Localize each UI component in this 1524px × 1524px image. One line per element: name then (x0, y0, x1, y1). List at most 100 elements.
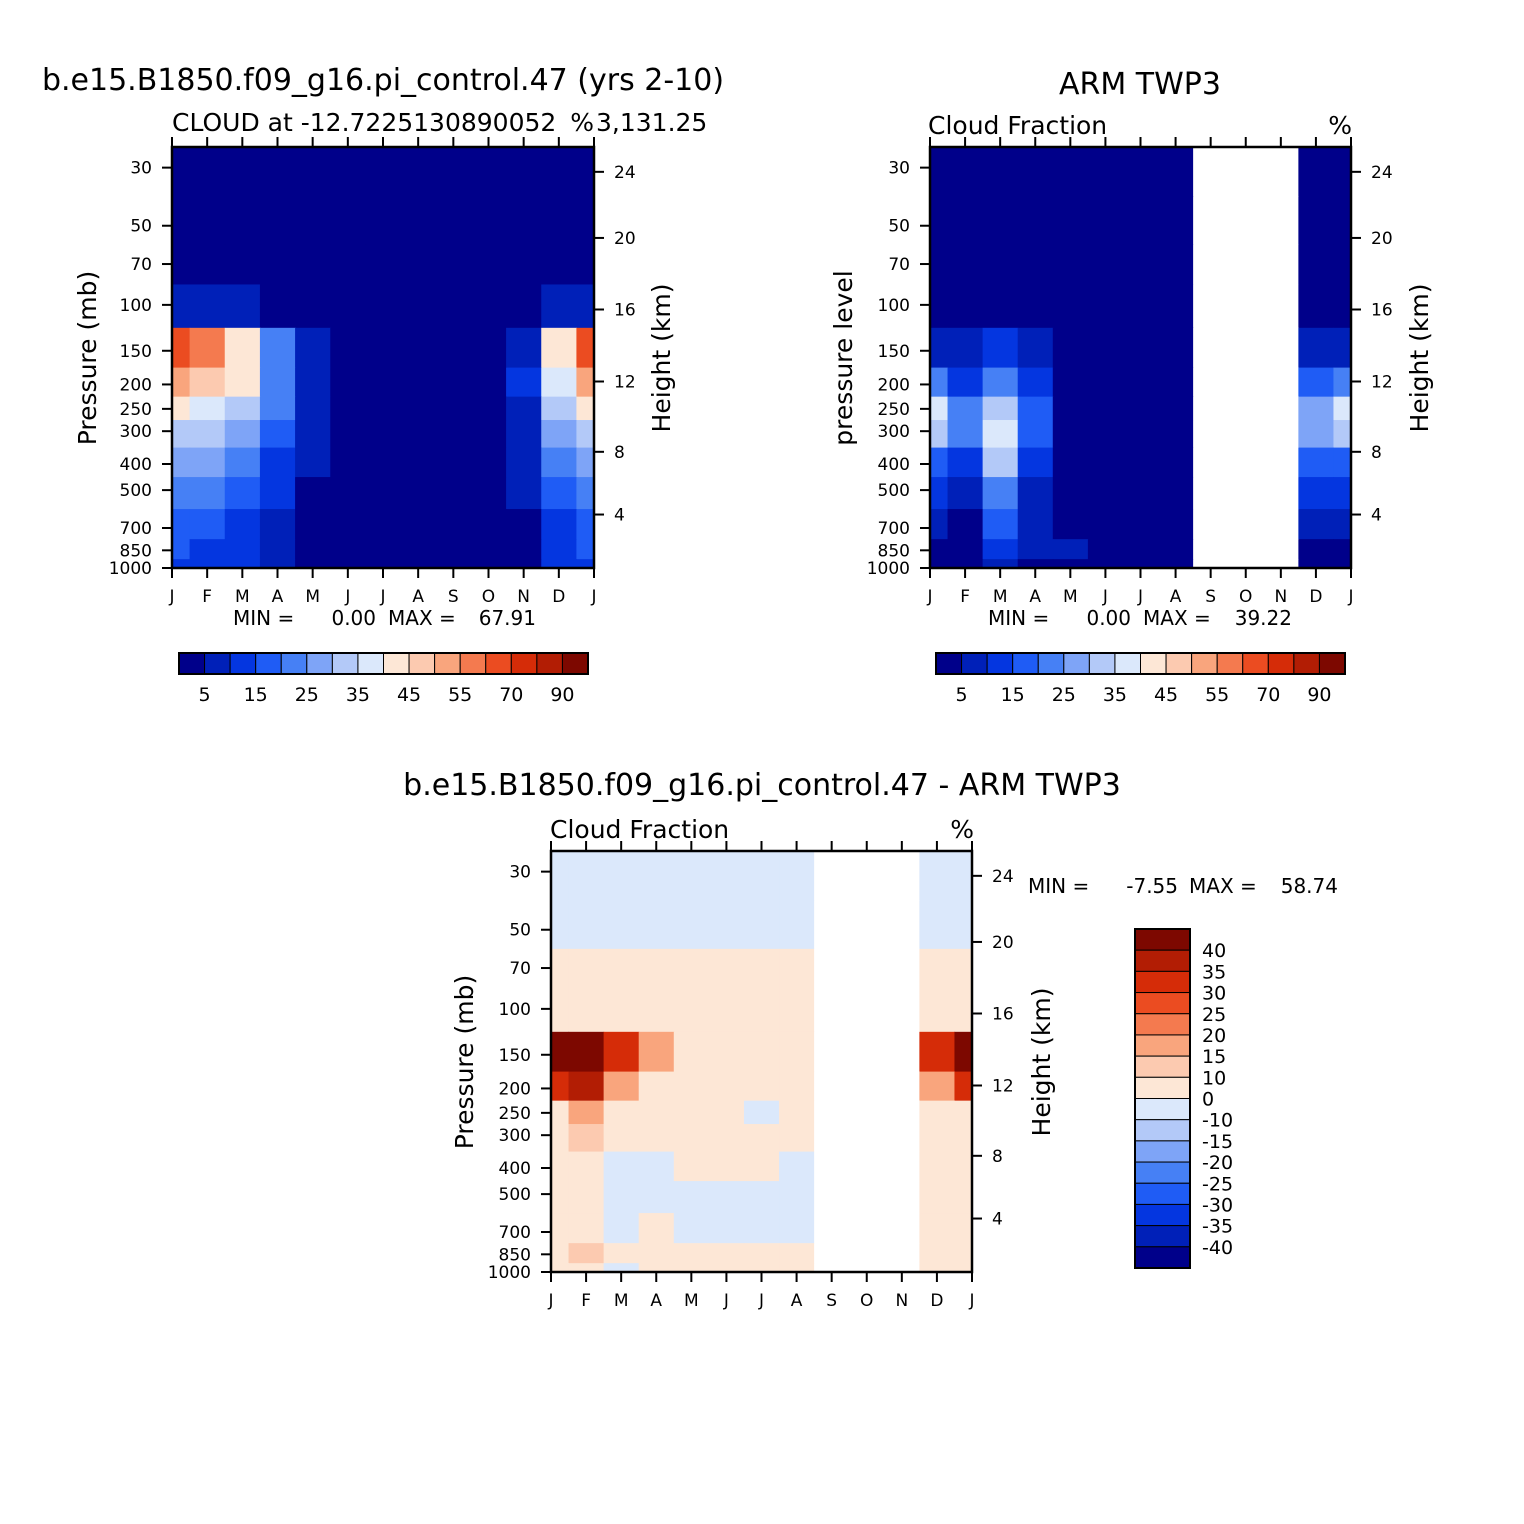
heat-cell (1158, 244, 1194, 286)
heat-cell (930, 367, 949, 398)
heat-cell (506, 244, 542, 286)
colorbar-label: 15 (1202, 1046, 1226, 1068)
y2-tick-label: 4 (1371, 506, 1382, 526)
heat-cell (576, 396, 595, 421)
heat-cell (954, 1100, 973, 1125)
panel-model-colorbar: 5 15 25 35 45 55 70 90 (178, 652, 589, 706)
heat-cell (1333, 559, 1352, 569)
heat-cell (1158, 196, 1194, 246)
panel-diff-title: b.e15.B1850.f09_g16.pi_control.47 - ARM … (403, 768, 1121, 803)
heat-cell (365, 244, 402, 286)
heat-cell (541, 559, 578, 569)
heat-cell (259, 447, 296, 478)
colorbar-box (280, 652, 308, 675)
heat-cell (541, 420, 578, 449)
heat-cell (1228, 539, 1264, 560)
heat-cell (954, 1243, 973, 1264)
heat-cell (1193, 196, 1229, 246)
heat-cell (1087, 539, 1124, 560)
heat-cell (708, 1071, 745, 1102)
heat-cell (400, 447, 437, 478)
heat-cell (259, 284, 296, 329)
heat-cell (400, 367, 437, 398)
heat-cell (1017, 559, 1054, 569)
heat-cell (982, 447, 1019, 478)
colorbar-label: 55 (448, 684, 472, 706)
heat-cell (365, 477, 402, 510)
heat-cell (295, 284, 331, 329)
colorbar-label: 10 (1202, 1067, 1226, 1089)
heat-cell (1087, 509, 1124, 540)
heat-cell (551, 1213, 570, 1244)
heat-cell (947, 396, 984, 421)
heat-cell (1158, 509, 1194, 540)
heat-cell (1193, 284, 1229, 329)
panel-diff-min-value: -7.55 (1126, 874, 1178, 898)
heat-cell (673, 1071, 710, 1102)
colorbar-box (204, 652, 231, 675)
colorbar-box (306, 652, 333, 675)
heat-cell (947, 559, 984, 569)
heat-cell (603, 948, 640, 990)
heat-cell (638, 1100, 675, 1125)
colorbar-box (383, 652, 410, 675)
colorbar-box (434, 652, 461, 675)
heat-cell (551, 1031, 570, 1073)
colorbar-box (935, 652, 963, 675)
heat-cell (259, 396, 296, 421)
heat-cell (330, 367, 367, 398)
heat-cell (849, 1031, 885, 1073)
colorbar-box (1088, 652, 1116, 675)
colorbar-label: 90 (1307, 684, 1331, 706)
colorbar-frame (935, 652, 1346, 675)
heat-cell (1158, 539, 1194, 560)
heat-cell (1298, 477, 1335, 510)
heat-cell (779, 1071, 815, 1102)
heat-cell (982, 327, 1019, 369)
heat-cell (1017, 539, 1054, 560)
heat-cell (919, 1213, 956, 1244)
heat-cell (1228, 147, 1264, 198)
x-tick-label: S (826, 1291, 837, 1311)
heat-cell (1333, 284, 1352, 329)
x-tick-label: D (552, 587, 565, 607)
heat-cell (1333, 539, 1352, 560)
heat-cell (365, 396, 402, 421)
heat-cell (1087, 447, 1124, 478)
heat-cell (849, 988, 885, 1033)
heat-cell (884, 1124, 920, 1153)
heat-cell (568, 1071, 605, 1102)
heat-cell (1087, 396, 1124, 421)
heat-cell (1122, 284, 1159, 329)
heat-cell (330, 147, 367, 198)
heat-cell (1158, 447, 1194, 478)
heat-cell (568, 1151, 605, 1182)
heat-cell (930, 477, 949, 510)
heat-cell (779, 988, 815, 1033)
heat-cell (1087, 196, 1124, 246)
colorbar-box (1134, 1161, 1191, 1184)
heat-cell (172, 367, 191, 398)
heat-cell (1017, 327, 1054, 369)
heat-cell (1052, 420, 1089, 449)
heat-cell (259, 327, 296, 369)
heat-cell (919, 1243, 956, 1264)
heat-cell (224, 367, 261, 398)
heat-cell (947, 539, 984, 560)
heat-cell (224, 559, 261, 569)
heat-cell (779, 1243, 815, 1264)
heat-cell (743, 1263, 780, 1273)
heat-cell (743, 1243, 780, 1264)
x-tick-label: D (930, 1291, 943, 1311)
panel-obs-subtitle: Cloud Fraction (928, 111, 1107, 140)
heat-cell (1193, 244, 1229, 286)
heat-cell (172, 509, 191, 540)
heat-cell (638, 1263, 675, 1273)
heat-cell (603, 1100, 640, 1125)
colorbar-box (1134, 970, 1191, 994)
heat-cell (330, 559, 367, 569)
heat-cell (1263, 447, 1299, 478)
x-tick-label: M (684, 1291, 699, 1311)
heat-cell (1193, 477, 1229, 510)
